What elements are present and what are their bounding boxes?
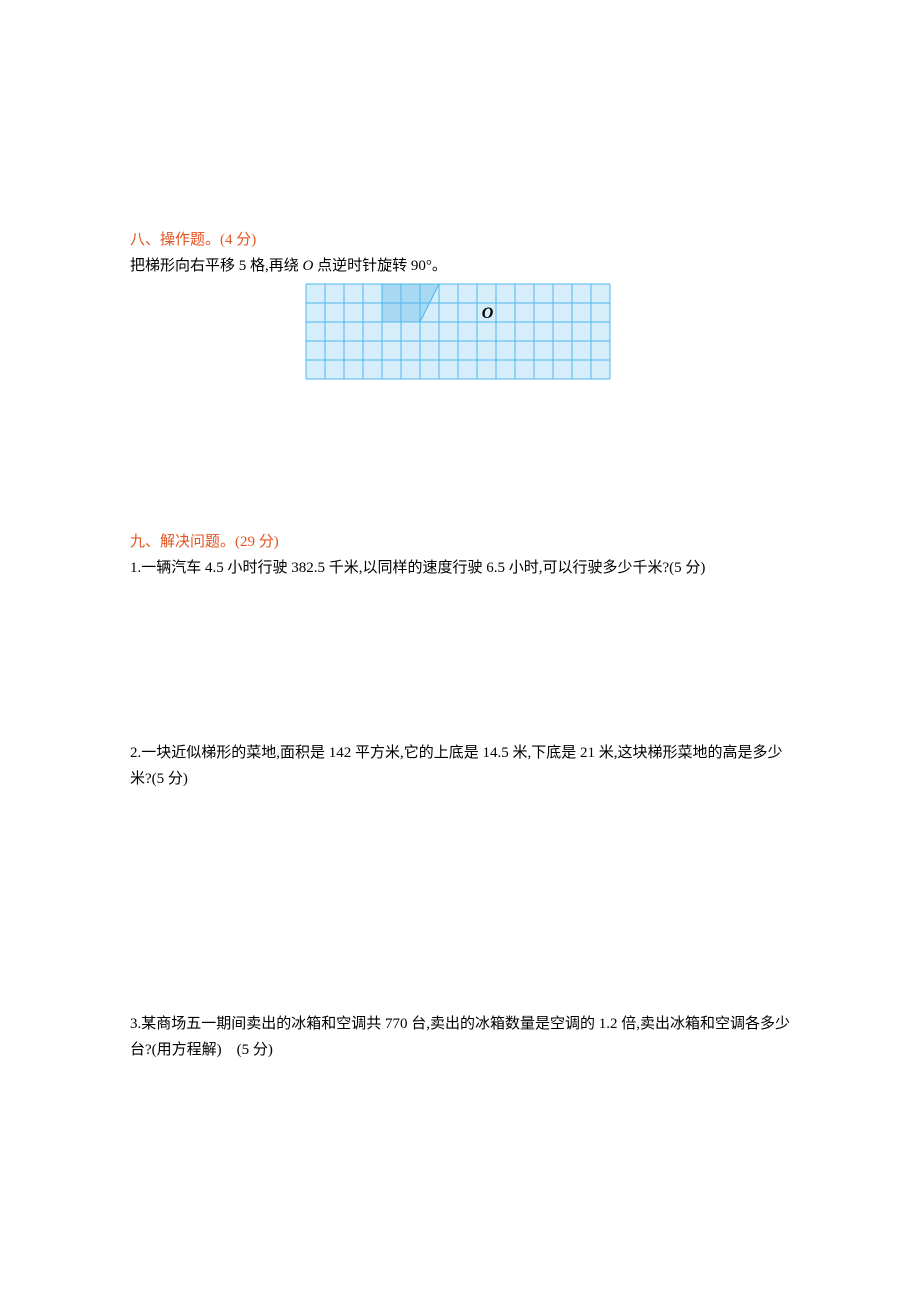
section-8: 八、操作题。(4 分) 把梯形向右平移 5 格,再绕 O 点逆时针旋转 90°。… — [130, 228, 790, 380]
section-9: 九、解决问题。(29 分) 1.一辆汽车 4.5 小时行驶 382.5 千米,以… — [130, 530, 790, 1063]
grid-svg: O — [305, 283, 611, 380]
instr-pre: 把梯形向右平移 5 格,再绕 — [130, 258, 303, 274]
instr-post: 点逆时针旋转 90°。 — [313, 258, 447, 274]
question-2: 2.一块近似梯形的菜地,面积是 142 平方米,它的上底是 14.5 米,下底是… — [130, 741, 790, 792]
section-8-heading: 八、操作题。(4 分) — [130, 228, 790, 254]
section-9-heading: 九、解决问题。(29 分) — [130, 530, 790, 556]
document-page: 八、操作题。(4 分) 把梯形向右平移 5 格,再绕 O 点逆时针旋转 90°。… — [0, 0, 920, 1302]
question-1: 1.一辆汽车 4.5 小时行驶 382.5 千米,以同样的速度行驶 6.5 小时… — [130, 556, 790, 582]
section-8-instruction: 把梯形向右平移 5 格,再绕 O 点逆时针旋转 90°。 — [130, 254, 790, 280]
instr-o: O — [303, 258, 314, 274]
question-3: 3.某商场五一期间卖出的冰箱和空调共 770 台,卖出的冰箱数量是空调的 1.2… — [130, 1012, 790, 1063]
svg-text:O: O — [482, 305, 494, 322]
grid-figure: O — [305, 283, 615, 380]
